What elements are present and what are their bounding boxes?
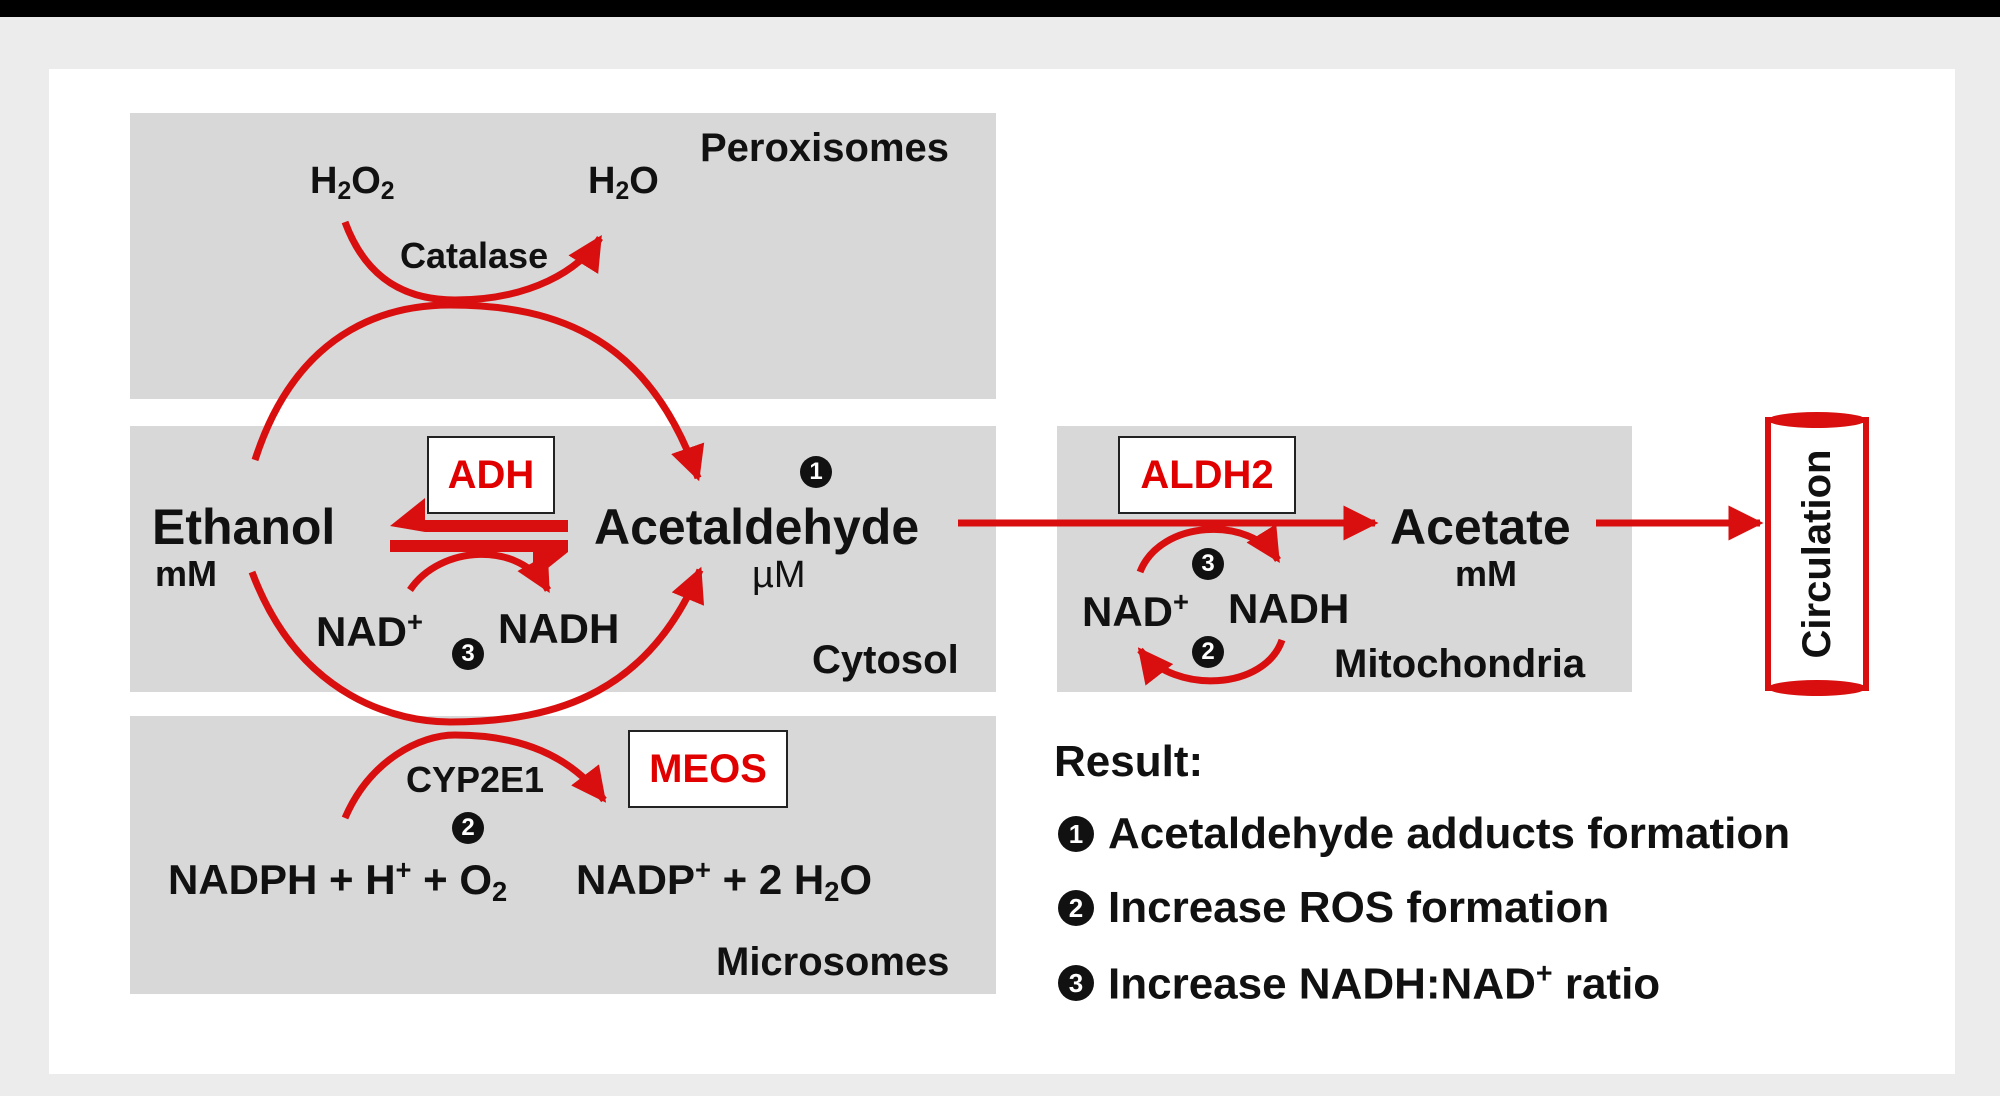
- marker-3-cytosol: 3: [452, 638, 484, 670]
- h2o-label: H2O: [588, 160, 659, 206]
- adh-enzyme-box: ADH: [427, 436, 555, 514]
- acetaldehyde-label: Acetaldehyde: [594, 499, 920, 555]
- catalase-pathway-arrow: [251, 301, 705, 482]
- acetate-concentration: mM: [1455, 553, 1517, 594]
- result-item-1: 1 Acetaldehyde adducts formation: [1058, 812, 1790, 856]
- meos-pathway-arrow: [248, 566, 705, 726]
- adh-equilibrium-arrows: [390, 498, 568, 580]
- meos-enzyme-box: MEOS: [628, 730, 788, 808]
- cytosol-label: Cytosol: [812, 638, 959, 682]
- nadph-reactants-label: NADPH + H+ + O2: [168, 854, 508, 907]
- result-marker-1: 1: [1058, 816, 1094, 852]
- ethanol-label: Ethanol: [152, 499, 336, 555]
- mito-nadh-label: NADH: [1228, 585, 1350, 632]
- mito-forward-arrow: [1136, 524, 1281, 574]
- cyp2e1-label: CYP2E1: [406, 759, 545, 800]
- circulation-cylinder: [1765, 412, 1869, 696]
- result-heading: Result:: [1054, 737, 1204, 786]
- ethanol-concentration: mM: [155, 553, 217, 594]
- result-text-2: Increase ROS formation: [1108, 883, 1610, 932]
- h2o2-label: H2O2: [310, 160, 395, 206]
- cytosol-nad-label: NAD+: [316, 606, 423, 655]
- result-marker-2: 2: [1058, 890, 1094, 926]
- cytosol-box: [130, 426, 996, 692]
- acetaldehyde-concentration: µM: [752, 554, 806, 596]
- result-item-2: 2 Increase ROS formation: [1058, 886, 1609, 930]
- aldh2-enzyme-box: ALDH2: [1118, 436, 1296, 514]
- mito-nad-label: NAD+: [1082, 586, 1189, 635]
- peroxisomes-box: [130, 113, 996, 399]
- circulation-label: Circulation: [1795, 449, 1839, 659]
- mito-reverse-arrow: [1137, 638, 1286, 686]
- result-marker-3: 3: [1058, 965, 1094, 1002]
- cytosol-nadh-label: NADH: [498, 605, 620, 652]
- result-text-1: Acetaldehyde adducts formation: [1108, 809, 1791, 858]
- catalase-label: Catalase: [400, 235, 549, 276]
- marker-2-microsomes: 2: [452, 812, 484, 844]
- result-text-3: Increase NADH:NAD+ ratio: [1108, 958, 1661, 1009]
- nadp-products-label: NADP+ + 2 H2O: [576, 854, 873, 907]
- marker-3-mitochondria: 3: [1192, 548, 1224, 580]
- peroxisomes-label: Peroxisomes: [700, 126, 950, 170]
- result-item-3: 3 Increase NADH:NAD+ ratio: [1058, 960, 1660, 1007]
- catalase-cofactor-arrow: [341, 220, 603, 304]
- marker-1-acetaldehyde: 1: [800, 456, 832, 488]
- adh-cofactor-arrow: [407, 550, 552, 594]
- cyp2e1-cofactor-arrow: [341, 731, 607, 820]
- marker-2-mitochondria: 2: [1192, 636, 1224, 668]
- microsomes-label: Microsomes: [716, 940, 950, 984]
- mitochondria-label: Mitochondria: [1334, 642, 1586, 686]
- acetate-label: Acetate: [1390, 499, 1571, 555]
